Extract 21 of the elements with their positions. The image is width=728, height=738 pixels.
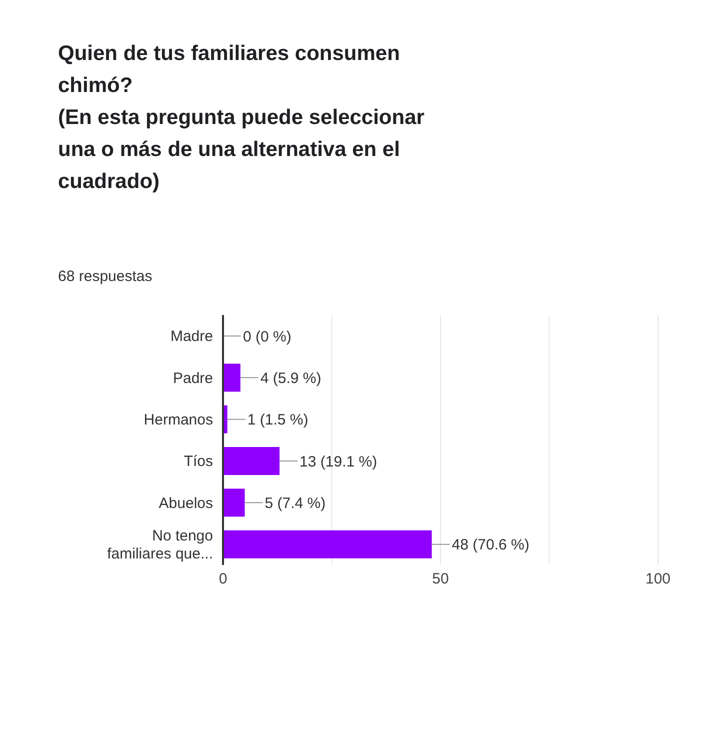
y-tick-label: Padre <box>172 370 213 387</box>
data-label: 13 (19.1 %) <box>300 453 378 470</box>
chart-title: Quien de tus familiares consumen chimó? (En esta pregunta puede seleccionar una o más de una alternativa en el cuadrado) <box>58 41 426 195</box>
y-tick-label: No tengo familiares que... <box>107 527 213 562</box>
bar <box>223 447 280 475</box>
bar <box>223 488 245 517</box>
y-tick-label: Hermanos <box>144 411 213 428</box>
x-tick-label: 0 <box>218 570 228 588</box>
x-tick-label: 50 <box>432 570 449 588</box>
data-label: 0 (0 %) <box>243 328 292 346</box>
bar <box>223 364 240 392</box>
chart-subtitle: 68 respuestas <box>58 268 154 285</box>
bar <box>223 530 432 558</box>
y-tick-label: Abuelos <box>158 494 213 512</box>
data-label: 1 (1.5 %) <box>247 412 308 429</box>
y-tick-label: Madre <box>170 328 213 346</box>
data-label: 48 (70.6 %) <box>452 536 530 554</box>
y-tick-label: Tíos <box>184 453 213 470</box>
x-tick-label: 100 <box>645 570 671 588</box>
data-label: 4 (5.9 %) <box>260 370 322 387</box>
data-label: 5 (7.4 %) <box>264 494 326 512</box>
